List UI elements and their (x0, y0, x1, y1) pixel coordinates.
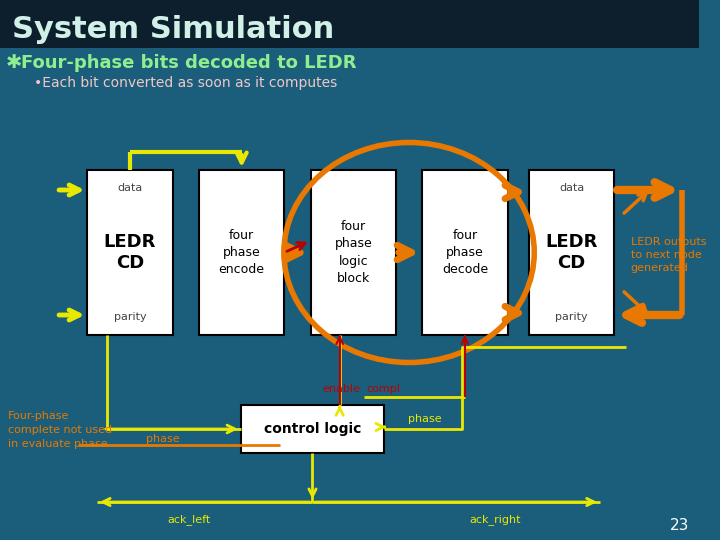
Text: •Each bit converted as soon as it computes: •Each bit converted as soon as it comput… (34, 76, 337, 90)
Text: System Simulation: System Simulation (12, 16, 334, 44)
Bar (199, 170, 284, 335)
Text: ✱: ✱ (6, 53, 22, 72)
Bar (240, 405, 384, 453)
Text: LEDR
CD: LEDR CD (104, 233, 156, 272)
Text: enable: enable (323, 384, 360, 394)
Text: Four-phase bits decoded to LEDR: Four-phase bits decoded to LEDR (22, 54, 357, 72)
Text: four
phase
encode: four phase encode (219, 229, 265, 276)
Text: phase: phase (408, 414, 442, 424)
Text: phase: phase (146, 434, 180, 444)
Text: LEDR outputs
to next node
generated: LEDR outputs to next node generated (631, 237, 706, 273)
Text: 23: 23 (670, 517, 689, 532)
Text: ack_right: ack_right (469, 514, 521, 525)
Text: four
phase
decode: four phase decode (442, 229, 488, 276)
Text: four
phase
logic
block: four phase logic block (334, 220, 372, 285)
Bar (422, 170, 508, 335)
Text: compl: compl (367, 384, 401, 394)
Text: Four-phase
complete not used
in evaluate phase: Four-phase complete not used in evaluate… (8, 411, 112, 449)
Bar (529, 170, 614, 335)
Text: LEDR
CD: LEDR CD (546, 233, 598, 272)
Text: data: data (117, 183, 143, 193)
Text: ack_left: ack_left (168, 514, 211, 525)
Text: parity: parity (114, 312, 146, 322)
Bar (87, 170, 173, 335)
Bar (0, 0, 698, 48)
Text: parity: parity (555, 312, 588, 322)
Text: control logic: control logic (264, 422, 361, 436)
Text: data: data (559, 183, 584, 193)
Bar (310, 170, 396, 335)
